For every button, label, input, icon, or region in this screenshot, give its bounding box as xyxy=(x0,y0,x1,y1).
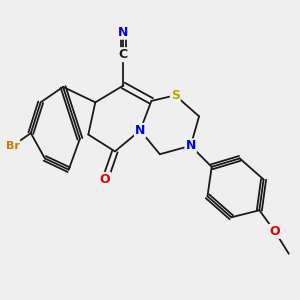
Text: N: N xyxy=(118,26,128,39)
Text: C: C xyxy=(119,48,128,61)
Text: N: N xyxy=(135,124,146,137)
Text: Br: Br xyxy=(6,141,20,151)
Text: N: N xyxy=(185,139,196,152)
Text: O: O xyxy=(269,225,280,238)
Text: O: O xyxy=(100,173,110,186)
Text: S: S xyxy=(171,89,180,102)
